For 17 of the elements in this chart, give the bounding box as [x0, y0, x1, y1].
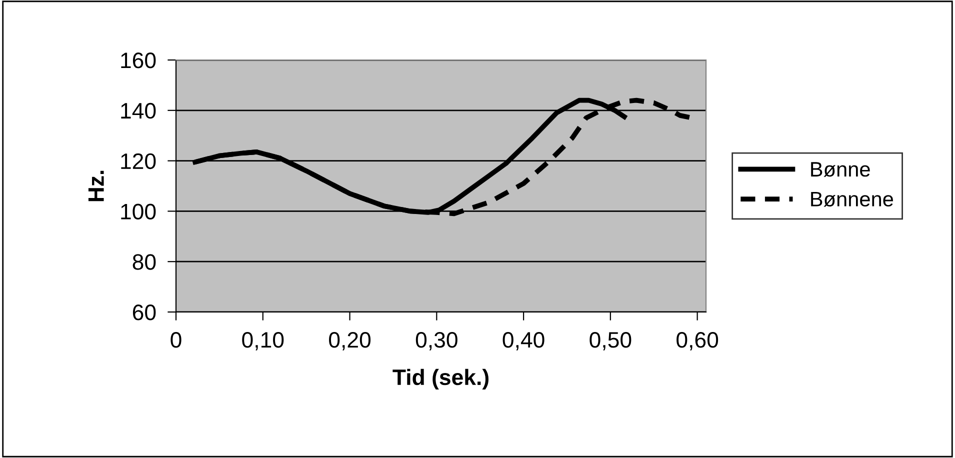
y-axis-title: Hz.: [88, 170, 104, 202]
x-tick-label: 0,40: [502, 332, 544, 350]
legend-label: Bønnene: [811, 192, 894, 207]
x-tick-label: 0,50: [590, 332, 632, 350]
x-tick-label: 0,10: [242, 332, 284, 350]
y-tick-label: 60: [132, 304, 156, 320]
x-axis-title: Tid (sek.): [392, 368, 488, 390]
y-tick-label: 100: [121, 204, 156, 220]
legend-label: Bønne: [811, 162, 870, 177]
x-tick-label: 0,60: [676, 332, 718, 350]
y-tick-label: 140: [121, 102, 156, 119]
x-tick-label: 0: [170, 332, 182, 348]
x-tick-label: 0,30: [416, 332, 458, 350]
x-tick-label: 0,20: [329, 332, 371, 350]
y-tick-label: 160: [121, 52, 156, 68]
y-tick-label: 80: [132, 254, 156, 270]
y-tick-label: 120: [121, 153, 156, 170]
